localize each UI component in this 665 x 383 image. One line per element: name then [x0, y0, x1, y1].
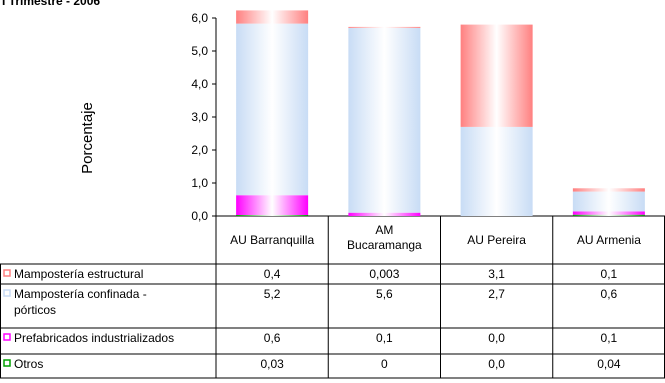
y-tick-label: 6,0	[191, 11, 208, 25]
y-tick-label: 4,0	[191, 77, 208, 91]
bar-segment	[236, 23, 309, 196]
bar-segment	[460, 126, 533, 216]
table-value: 5,2	[264, 287, 281, 301]
table-value: 0,6	[601, 287, 618, 301]
bar-segment	[460, 24, 533, 127]
legend-label: pórticos	[14, 303, 56, 317]
table-value: 0,6	[264, 331, 281, 345]
table-value: 0,04	[597, 357, 621, 371]
chart-title: I Trimestre - 2006	[2, 0, 101, 8]
legend-marker	[3, 289, 11, 297]
legend-label: Mampostería confinada -	[14, 287, 147, 301]
legend-label: Prefabricados industrializados	[14, 331, 174, 345]
bar-segment	[236, 195, 309, 216]
y-tick-label: 5,0	[191, 44, 208, 58]
table-value: 0	[381, 357, 388, 371]
table-value: 0,1	[601, 267, 618, 281]
table-value: 2,7	[488, 287, 505, 301]
legend-marker	[3, 269, 11, 277]
category-label: Bucaramanga	[347, 238, 422, 252]
y-axis-label: Porcentaje	[79, 102, 96, 174]
bar-segment	[572, 188, 645, 192]
bar-segment	[348, 27, 421, 213]
y-tick-label: 2,0	[191, 143, 208, 157]
bar-segment	[572, 211, 645, 215]
bar-segment	[236, 215, 309, 216]
table-value: 0,003	[369, 267, 399, 281]
category-label: AM	[375, 223, 393, 237]
bar-segment	[572, 191, 645, 212]
category-label: AU Armenia	[577, 233, 641, 247]
bar-segment	[572, 214, 645, 216]
category-label: AU Pereira	[467, 233, 526, 247]
category-label: AU Barranquilla	[230, 233, 314, 247]
legend-label: Mampostería estructural	[14, 267, 143, 281]
table-value: 0,4	[264, 267, 281, 281]
table-value: 5,6	[376, 287, 393, 301]
table-value: 0,1	[376, 331, 393, 345]
y-tick-label: 3,0	[191, 110, 208, 124]
table-value: 3,1	[488, 267, 505, 281]
legend-label: Otros	[14, 357, 43, 371]
bar-segment	[348, 26, 421, 28]
table-value: 0,0	[488, 357, 505, 371]
table-value: 0,03	[260, 357, 284, 371]
bar-segment	[236, 10, 309, 24]
table-value: 0,0	[488, 331, 505, 345]
table-value: 0,1	[601, 331, 618, 345]
bar-segment	[348, 212, 421, 216]
y-tick-label: 0,0	[191, 209, 208, 223]
y-tick-label: 1,0	[191, 176, 208, 190]
legend-marker	[3, 333, 11, 341]
legend-marker	[3, 359, 11, 367]
